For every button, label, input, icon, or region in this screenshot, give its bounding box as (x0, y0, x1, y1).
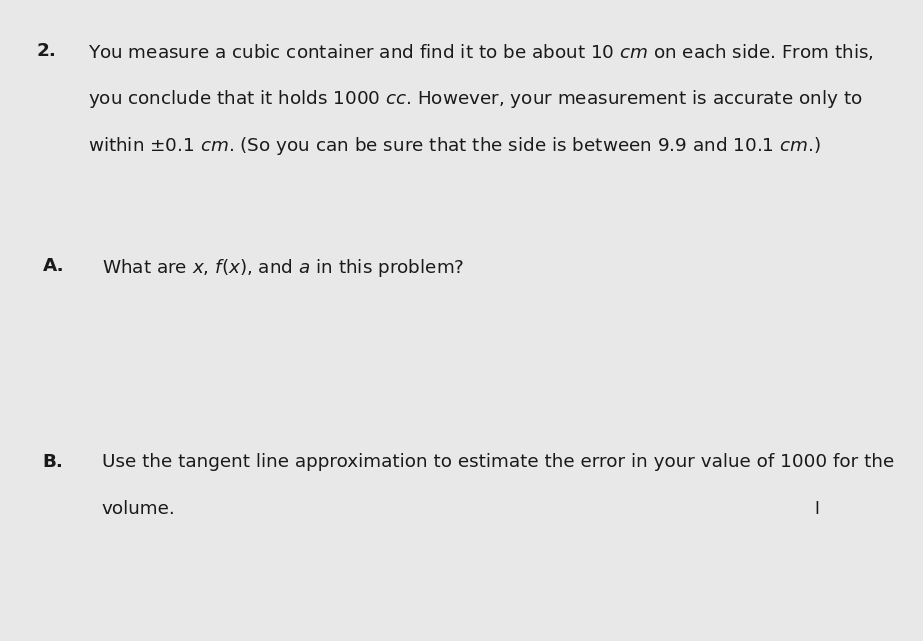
Text: A.: A. (42, 257, 64, 275)
Text: You measure a cubic container and find it to be about 10 $\it{cm}$ on each side.: You measure a cubic container and find i… (88, 42, 874, 62)
Text: I: I (814, 500, 819, 518)
Text: you conclude that it holds 1000 $\it{cc}$. However, your measurement is accurate: you conclude that it holds 1000 $\it{cc}… (88, 88, 862, 110)
Text: What are $\it{x}$, $\it{f(x)}$, and $\it{a}$ in this problem?: What are $\it{x}$, $\it{f(x)}$, and $\it… (102, 257, 464, 279)
Text: Use the tangent line approximation to estimate the error in your value of 1000 f: Use the tangent line approximation to es… (102, 453, 893, 471)
Text: volume.: volume. (102, 500, 175, 518)
Text: within $\pm$0.1 $\it{cm}$. (So you can be sure that the side is between 9.9 and : within $\pm$0.1 $\it{cm}$. (So you can b… (88, 135, 821, 157)
Text: B.: B. (42, 453, 64, 471)
Text: 2.: 2. (37, 42, 57, 60)
